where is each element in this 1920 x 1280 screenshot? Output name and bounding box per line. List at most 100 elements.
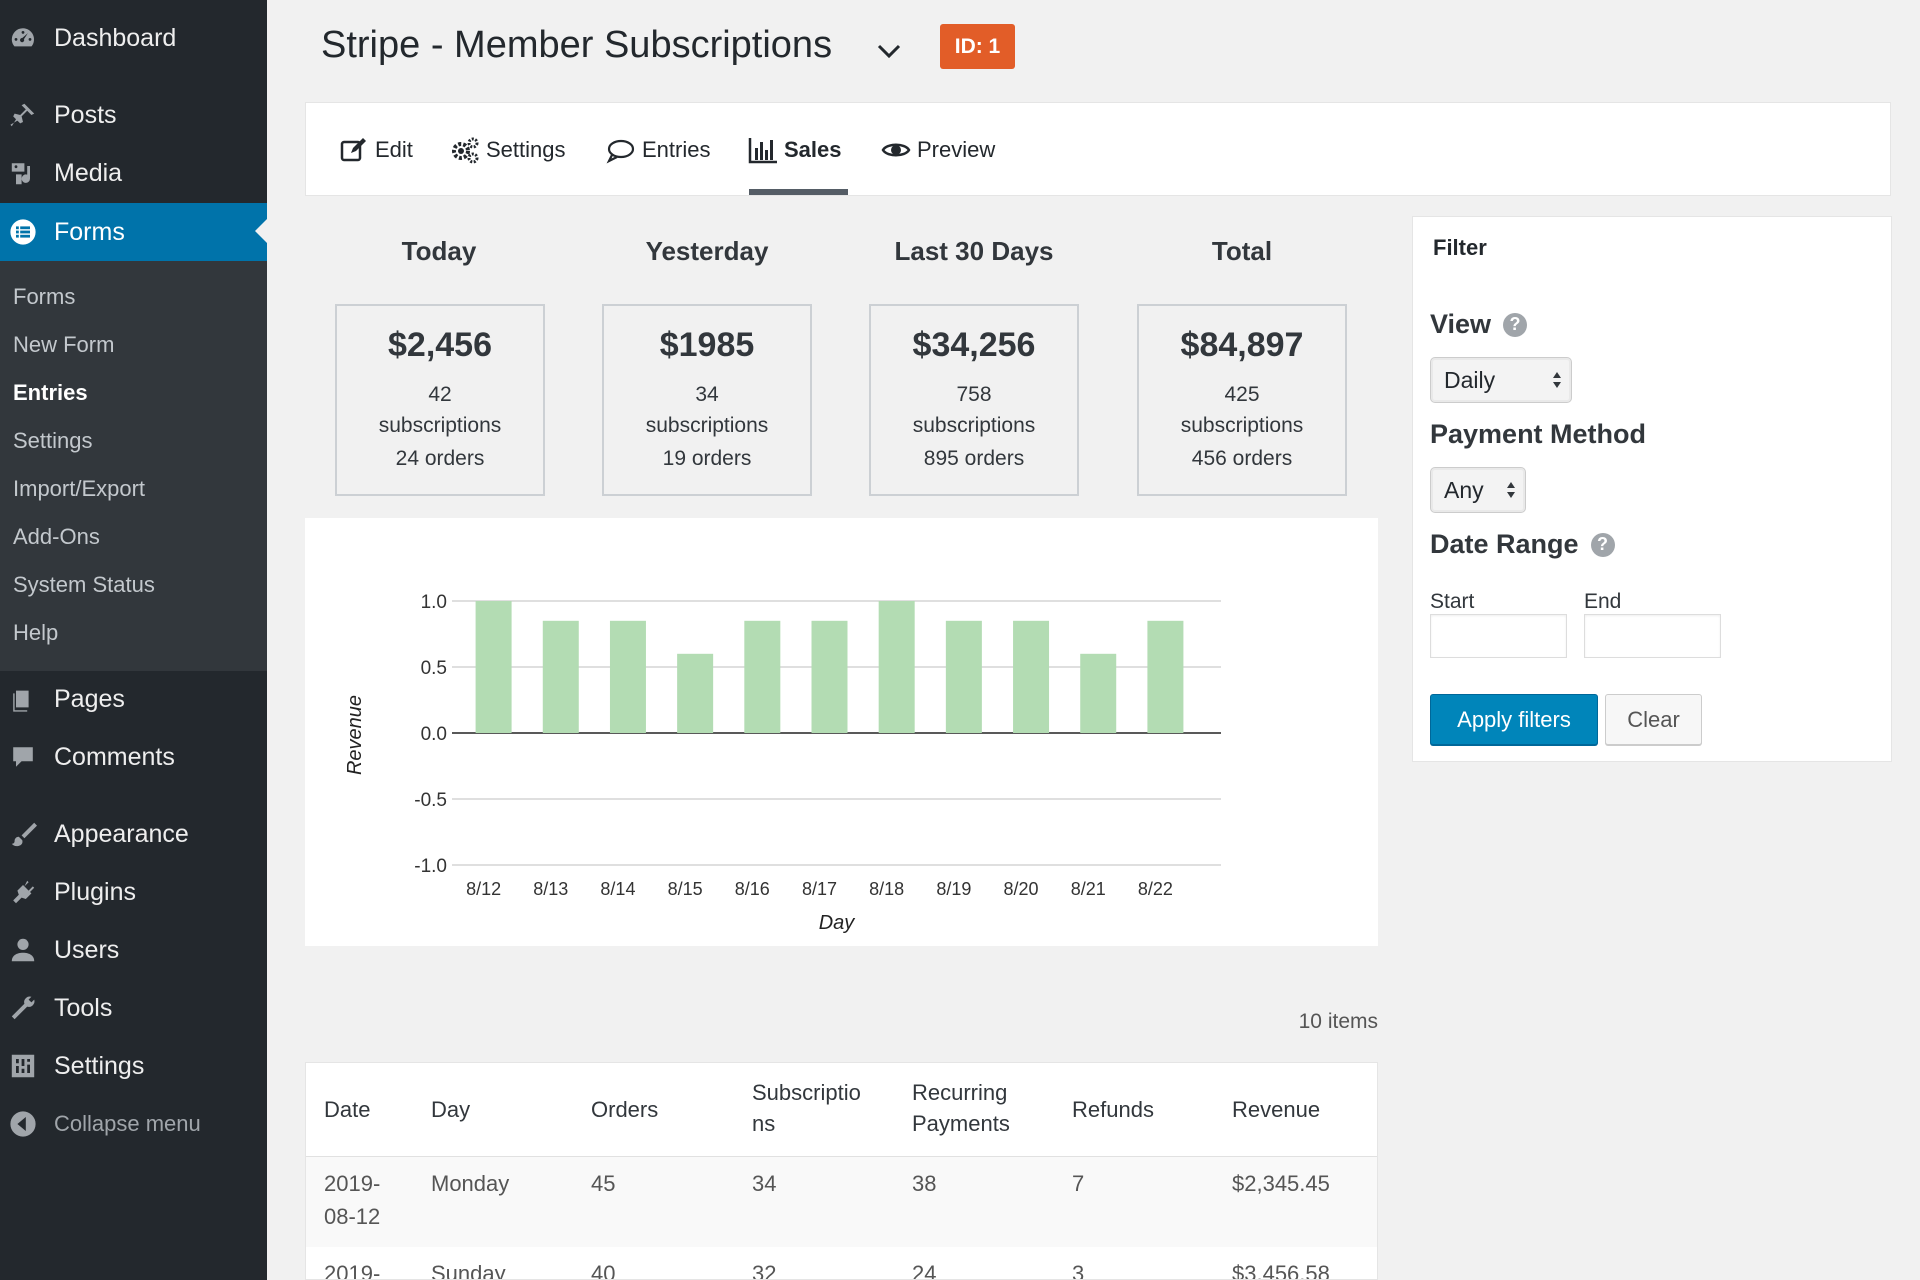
column-header-day[interactable]: Day <box>431 1097 471 1122</box>
menu-item-posts[interactable]: Posts <box>0 87 267 143</box>
cell-orders: 40 <box>591 1261 616 1280</box>
apply-filters-button[interactable]: Apply filters <box>1430 694 1598 745</box>
start-date-label: Start <box>1430 590 1475 613</box>
tab-settings[interactable]: Settings <box>450 103 566 197</box>
select-arrows-icon <box>1507 482 1515 498</box>
menu-item-forms[interactable]: Forms <box>0 203 267 261</box>
menu-item-media[interactable]: Media <box>0 145 267 201</box>
cell-refunds: 3 <box>1072 1261 1085 1280</box>
tab-preview[interactable]: Preview <box>881 103 995 197</box>
menu-label: Plugins <box>54 877 136 906</box>
submenu-forms[interactable]: Forms <box>13 284 76 309</box>
table-row[interactable]: 2019-08-13 Sunday 40 32 24 3 $3,456.58 <box>306 1247 1377 1280</box>
bar-chart-icon <box>748 138 777 164</box>
chart-bar <box>811 620 848 733</box>
tab-entries[interactable]: Entries <box>606 103 710 197</box>
clear-button[interactable]: Clear <box>1605 694 1702 745</box>
submenu-new-form[interactable]: New Form <box>13 332 115 357</box>
stat-subscriptions-count: 425 <box>1224 383 1260 406</box>
cell-revenue: $2,345.45 <box>1232 1171 1330 1196</box>
stat-heading-total: Total <box>1211 236 1273 266</box>
help-icon[interactable]: ? <box>1503 312 1528 337</box>
stat-card-yesterday: $1985 34 subscriptions 19 orders <box>602 304 812 496</box>
active-tab-indicator <box>749 189 848 195</box>
chart-bar <box>1080 653 1117 733</box>
menu-item-plugins[interactable]: Plugins <box>0 864 267 920</box>
sales-chart-panel: 1.0 0.5 0.0 -0.5 -1.0 8/12 8/13 8/14 8/15 8/16 8/1… <box>305 518 1378 946</box>
chart-bar <box>1013 620 1050 733</box>
menu-item-settings[interactable]: Settings <box>0 1038 267 1094</box>
x-tick-label: 8/15 <box>668 879 703 899</box>
column-header-revenue[interactable]: Revenue <box>1232 1097 1321 1122</box>
filter-panel: Filter View ? Daily Payment Method Any D… <box>1412 216 1892 762</box>
tab-label: Edit <box>375 137 413 162</box>
page-title: Stripe - Member Subscriptions <box>321 24 833 66</box>
y-tick-label: 0.0 <box>421 724 447 745</box>
stat-orders: 19 orders <box>662 447 752 470</box>
submenu-entries[interactable]: Entries <box>13 380 88 405</box>
stat-orders: 456 orders <box>1191 447 1293 470</box>
cell-refunds: 7 <box>1072 1171 1085 1196</box>
menu-item-appearance[interactable]: Appearance <box>0 806 267 862</box>
column-header-refunds[interactable]: Refunds <box>1072 1097 1154 1122</box>
stat-subscriptions-count: 758 <box>956 383 992 406</box>
menu-label: Pages <box>54 684 125 713</box>
brush-icon <box>8 819 38 849</box>
stat-subscriptions-word: subscriptions <box>912 414 1036 437</box>
collapse-icon <box>8 1109 38 1139</box>
form-tabs: Edit Settings Entries Sales Preview <box>305 102 1891 196</box>
cell-subscriptions: 32 <box>752 1261 777 1280</box>
stat-heading-today: Today <box>401 236 477 266</box>
menu-item-dashboard[interactable]: Dashboard <box>0 10 267 66</box>
stat-amount: $34,256 <box>912 326 1036 364</box>
submenu-system-status[interactable]: System Status <box>13 572 155 597</box>
submenu-add-ons[interactable]: Add-Ons <box>13 524 100 549</box>
cell-orders: 45 <box>591 1171 616 1196</box>
menu-label: Tools <box>54 993 113 1022</box>
submenu-help[interactable]: Help <box>13 620 59 645</box>
submenu-import-export[interactable]: Import/Export <box>13 476 146 501</box>
table-header-divider <box>306 1156 1377 1157</box>
menu-item-comments[interactable]: Comments <box>0 729 267 785</box>
stat-heading-yesterday: Yesterday <box>645 236 769 266</box>
help-icon[interactable]: ? <box>1590 532 1615 557</box>
collapse-menu-button[interactable]: Collapse menu <box>0 1096 267 1152</box>
x-tick-label: 8/18 <box>869 879 904 899</box>
eye-icon <box>881 143 911 157</box>
submenu-settings[interactable]: Settings <box>13 428 93 453</box>
payment-method-select[interactable]: Any <box>1430 467 1526 513</box>
menu-item-tools[interactable]: Tools <box>0 980 267 1036</box>
tab-sales[interactable]: Sales <box>748 103 842 197</box>
x-tick-label: 8/19 <box>936 879 971 899</box>
chart-bar <box>677 653 714 733</box>
plug-icon <box>8 877 38 907</box>
menu-label: Appearance <box>54 819 189 848</box>
menu-label: Users <box>54 935 120 964</box>
start-date-input[interactable] <box>1430 614 1567 658</box>
menu-label: Media <box>54 158 123 187</box>
column-header-recurring-payments[interactable]: Recurring Payments <box>912 1077 1010 1139</box>
y-tick-label: -0.5 <box>414 790 447 811</box>
table-row[interactable]: 2019- 08-12 Monday 45 34 38 7 $2,345.45 <box>306 1157 1377 1247</box>
header-line: Recurring <box>912 1080 1008 1105</box>
stat-subscriptions-word: subscriptions <box>378 414 502 437</box>
y-tick-label: 1.0 <box>421 592 447 613</box>
stat-card-total: $84,897 425 subscriptions 456 orders <box>1137 304 1347 496</box>
x-tick-label: 8/20 <box>1004 879 1039 899</box>
comment-icon <box>8 742 38 772</box>
chart-bar <box>609 620 646 733</box>
stat-subscriptions-word: subscriptions <box>1180 414 1304 437</box>
column-header-orders[interactable]: Orders <box>591 1097 659 1122</box>
tab-edit[interactable]: Edit <box>339 103 413 197</box>
stat-card-last-30-days: $34,256 758 subscriptions 895 orders <box>869 304 1079 496</box>
menu-item-users[interactable]: Users <box>0 922 267 978</box>
chevron-down-icon[interactable] <box>874 38 904 64</box>
menu-item-pages[interactable]: Pages <box>0 671 267 727</box>
stat-orders: 895 orders <box>923 447 1025 470</box>
column-header-date[interactable]: Date <box>324 1097 371 1122</box>
gears-icon <box>452 137 479 164</box>
view-select[interactable]: Daily <box>1430 357 1572 403</box>
cell-subscriptions: 34 <box>752 1171 777 1196</box>
end-date-input[interactable] <box>1584 614 1721 658</box>
column-header-subscriptions[interactable]: Subscriptio ns <box>752 1077 861 1139</box>
